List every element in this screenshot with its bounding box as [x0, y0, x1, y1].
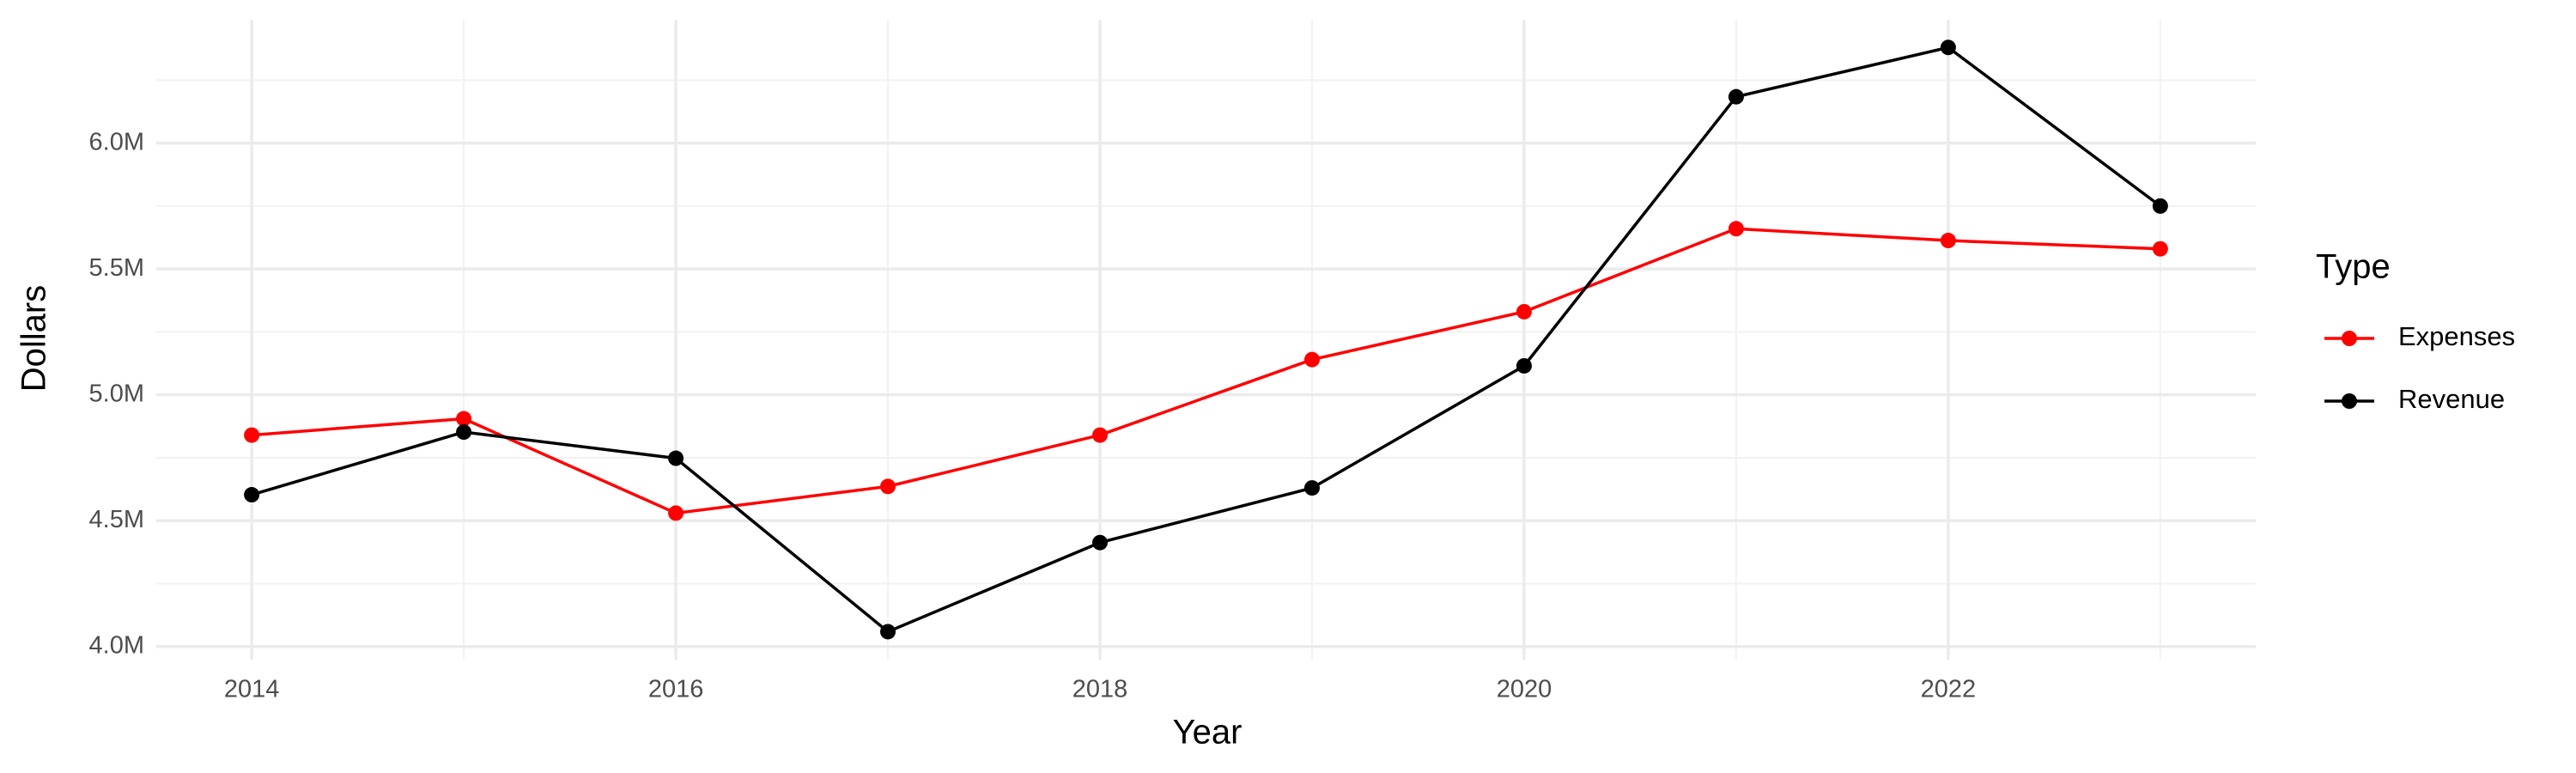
legend-label: Expenses [2398, 321, 2515, 351]
x-tick-label: 2018 [1072, 676, 1128, 703]
data-point [1728, 221, 1744, 237]
data-point [456, 411, 472, 427]
data-point [1303, 480, 1320, 496]
data-point [668, 450, 684, 466]
data-point [880, 624, 896, 640]
data-point [880, 478, 896, 495]
y-tick-label: 5.0M [89, 380, 144, 407]
data-point [244, 427, 260, 443]
data-point [2152, 240, 2168, 257]
data-point [1092, 427, 1109, 443]
data-point [244, 487, 260, 503]
data-point [1940, 233, 1956, 249]
x-tick-label: 2022 [1921, 676, 1977, 703]
y-tick-label: 4.5M [89, 506, 144, 533]
data-point [2152, 198, 2168, 214]
x-tick-label: 2014 [224, 676, 280, 703]
data-point [1728, 88, 1744, 105]
y-tick-label: 4.0M [89, 631, 144, 659]
data-point [1303, 351, 1320, 368]
data-point [456, 424, 472, 441]
legend-label: Revenue [2398, 384, 2505, 414]
x-axis-title: Year [1173, 714, 1242, 752]
legend-key-point [2342, 331, 2357, 346]
x-tick-label: 2016 [648, 676, 704, 703]
data-point [1516, 357, 1532, 374]
data-point [1940, 40, 1956, 56]
legend-key-point [2342, 393, 2357, 409]
y-tick-label: 6.0M [89, 128, 144, 155]
series-line [251, 46, 2161, 634]
data-point [1516, 303, 1532, 320]
legend-title: Type [2316, 248, 2391, 286]
data-point [1092, 534, 1109, 551]
x-tick-label: 2020 [1497, 676, 1552, 703]
y-axis-title: Dollars [15, 285, 53, 392]
series-line [252, 227, 2160, 515]
y-tick-label: 5.5M [89, 254, 144, 282]
data-point [668, 505, 684, 521]
